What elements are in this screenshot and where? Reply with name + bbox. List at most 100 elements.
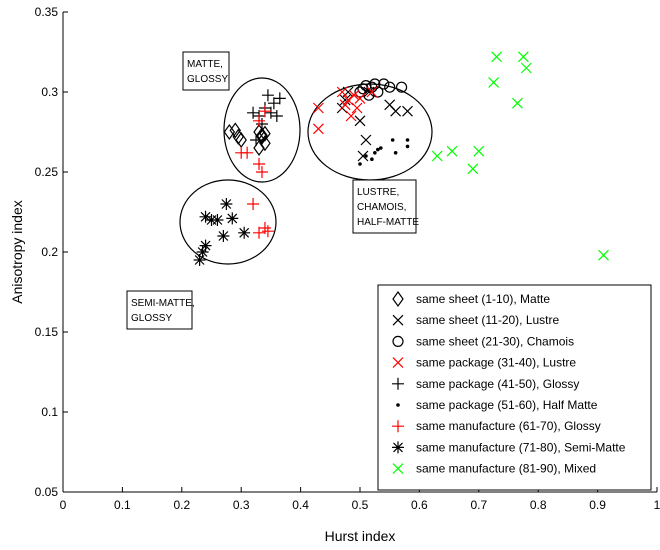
data-point: [345, 110, 357, 122]
legend-entry: same manufacture (81-90), Mixed: [392, 462, 596, 476]
data-point: [473, 145, 485, 157]
legend-entry: same package (51-60), Half Matte: [396, 398, 598, 412]
data-point: [390, 105, 402, 117]
cluster-ellipse: [223, 77, 301, 183]
data-point: [384, 81, 396, 93]
annotation-line: LUSTRE,: [357, 187, 399, 198]
series-8: [193, 198, 251, 266]
y-tick-label: 0.25: [35, 165, 59, 179]
data-point: [223, 123, 236, 141]
data-point: [405, 138, 410, 142]
legend-label: same package (51-60), Half Matte: [416, 398, 598, 412]
legend-marker: [392, 335, 404, 347]
data-point: [217, 230, 230, 242]
data-point: [360, 134, 372, 146]
data-point: [220, 198, 233, 210]
annotation-box: MATTE, GLOSSY: [182, 51, 230, 91]
legend-label: same manufacture (61-70), Glossy: [416, 419, 601, 433]
data-point: [196, 246, 209, 258]
data-point: [376, 147, 380, 152]
legend-box: [377, 284, 652, 491]
data-point: [358, 162, 362, 166]
y-tick-label: 0.2: [41, 245, 58, 259]
legend-entry: same manufacture (61-70), Glossy: [392, 419, 601, 433]
data-point: [258, 222, 271, 234]
data-point: [405, 144, 410, 149]
data-point: [402, 105, 413, 117]
legend-marker: [392, 357, 404, 369]
x-tick-label: 0.2: [173, 498, 190, 512]
data-point: [336, 86, 348, 98]
y-tick-label: 0.35: [35, 5, 59, 19]
legend: same sheet (1-10), Matte same sheet (11-2…: [377, 284, 652, 491]
data-point: [598, 249, 609, 261]
legend-marker: [392, 463, 404, 475]
data-point: [255, 118, 268, 130]
data-point: [193, 254, 206, 266]
legend-entry: same sheet (21-30), Chamois: [392, 334, 574, 348]
data-point: [211, 214, 224, 226]
data-point: [247, 106, 260, 119]
y-tick-label: 0.15: [35, 325, 59, 339]
data-point: [395, 81, 408, 93]
data-point: [370, 157, 374, 161]
y-ticks: 0.05 0.1 0.15 0.2 0.25 0.3 0.35: [35, 5, 68, 499]
data-point: [312, 102, 324, 114]
data-point: [270, 110, 283, 122]
data-point: [339, 99, 351, 111]
legend-marker: [392, 314, 404, 326]
annotation-box: LUSTRE, CHAMOIS, HALF-MATTE: [352, 179, 419, 234]
legend-entry: same package (41-50), Glossy: [392, 377, 579, 391]
legend-marker: [392, 290, 404, 308]
data-point: [226, 212, 239, 225]
y-tick-label: 0.05: [35, 485, 59, 499]
data-point: [253, 114, 266, 127]
data-point: [431, 150, 443, 162]
data-point: [258, 105, 271, 118]
data-point: [255, 166, 268, 178]
data-point: [253, 158, 266, 170]
cluster-ellipse: [307, 83, 433, 181]
x-tick-label: 0.6: [411, 498, 428, 512]
series-9: [431, 51, 609, 261]
legend-marker: [392, 420, 404, 433]
x-tick-label: 0.1: [114, 498, 131, 512]
data-point: [488, 76, 500, 88]
legend-label: same package (31-40), Lustre: [416, 356, 576, 370]
data-point: [354, 115, 366, 127]
data-point: [351, 102, 363, 114]
data-point: [373, 151, 377, 155]
x-tick-label: 0: [60, 498, 67, 512]
data-point: [520, 62, 532, 74]
annotation-line: GLOSSY: [187, 74, 228, 85]
legend-label: same manufacture (81-90), Mixed: [416, 462, 596, 476]
data-point: [366, 86, 378, 98]
data-point: [199, 239, 212, 252]
data-point: [261, 89, 274, 102]
series-6: [358, 138, 410, 166]
data-point: [348, 89, 360, 101]
data-point: [312, 123, 324, 135]
plot-marks: [193, 51, 609, 266]
data-point: [511, 97, 523, 109]
annotation-line: MATTE,: [187, 59, 223, 70]
series-7: [235, 105, 274, 239]
annotations: MATTE, GLOSSY LUSTRE, CHAMOIS, HALF-MATTE SEM…: [126, 51, 419, 330]
legend-marker: [396, 403, 400, 407]
data-point: [256, 128, 268, 145]
x-tick-label: 0.4: [292, 498, 309, 512]
legend-entry: same sheet (11-20), Lustre: [392, 313, 560, 327]
data-point: [253, 226, 266, 239]
x-tick-label: 0.3: [233, 498, 250, 512]
data-point: [267, 97, 280, 110]
data-point: [199, 210, 212, 223]
legend-label: same sheet (21-30), Chamois: [416, 334, 574, 348]
data-point: [247, 198, 260, 210]
series-2: [336, 86, 413, 162]
data-point: [446, 145, 458, 157]
legend-label: same sheet (11-20), Lustre: [416, 313, 560, 327]
legend-label: same package (41-50), Glossy: [416, 377, 579, 391]
legend-entry: same package (31-40), Lustre: [392, 356, 576, 370]
x-axis-label: Hurst index: [325, 528, 396, 544]
